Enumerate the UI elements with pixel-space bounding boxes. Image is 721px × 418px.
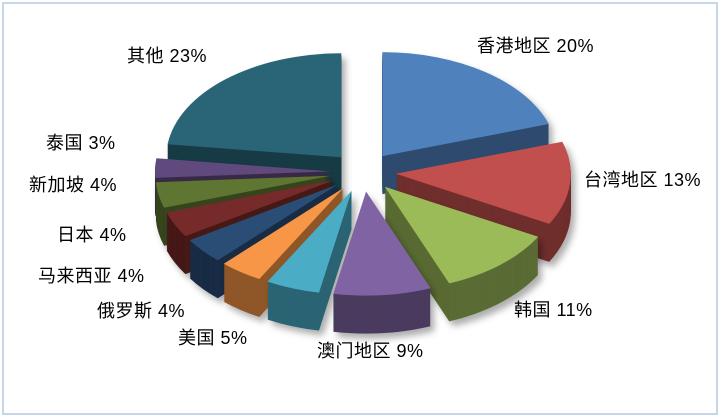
pie-slice-韩国: [384, 186, 539, 322]
slice-label-其他: 其他 23%: [127, 46, 208, 66]
slice-label-香港地区: 香港地区 20%: [477, 36, 595, 56]
slice-label-日本: 日本 4%: [57, 225, 127, 245]
pie-slice-top: [155, 175, 331, 208]
pie-slice-top: [155, 158, 330, 178]
pie-slice-top: [223, 187, 344, 279]
pie-slice-top: [395, 141, 571, 224]
slice-label-韩国: 韩国 11%: [514, 300, 593, 320]
slice-label-俄罗斯: 俄罗斯 4%: [97, 301, 186, 321]
pie-slice-top: [167, 53, 342, 158]
pie-slice-台湾地区: [395, 141, 571, 262]
slice-label-台湾地区: 台湾地区 13%: [584, 170, 702, 190]
slice-label-马来西亚: 马来西亚 4%: [38, 266, 145, 286]
pie-slice-澳门地区: [333, 191, 431, 334]
pie-slice-top: [166, 180, 334, 237]
pie-slice-top: [267, 190, 352, 293]
pie-slice-其他: [167, 53, 342, 196]
pie-slice-top: [382, 52, 549, 157]
slice-label-新加坡: 新加坡 4%: [29, 175, 118, 195]
slice-label-泰国: 泰国 3%: [46, 133, 116, 153]
pie-slice-top: [333, 191, 431, 296]
pie-slice-美国: [267, 190, 352, 331]
pie-slice-top: [189, 184, 338, 261]
pie-slices: [155, 52, 571, 334]
slice-label-澳门地区: 澳门地区 9%: [317, 341, 424, 361]
slice-label-美国: 美国 5%: [178, 328, 248, 348]
pie-slice-top: [384, 186, 539, 284]
